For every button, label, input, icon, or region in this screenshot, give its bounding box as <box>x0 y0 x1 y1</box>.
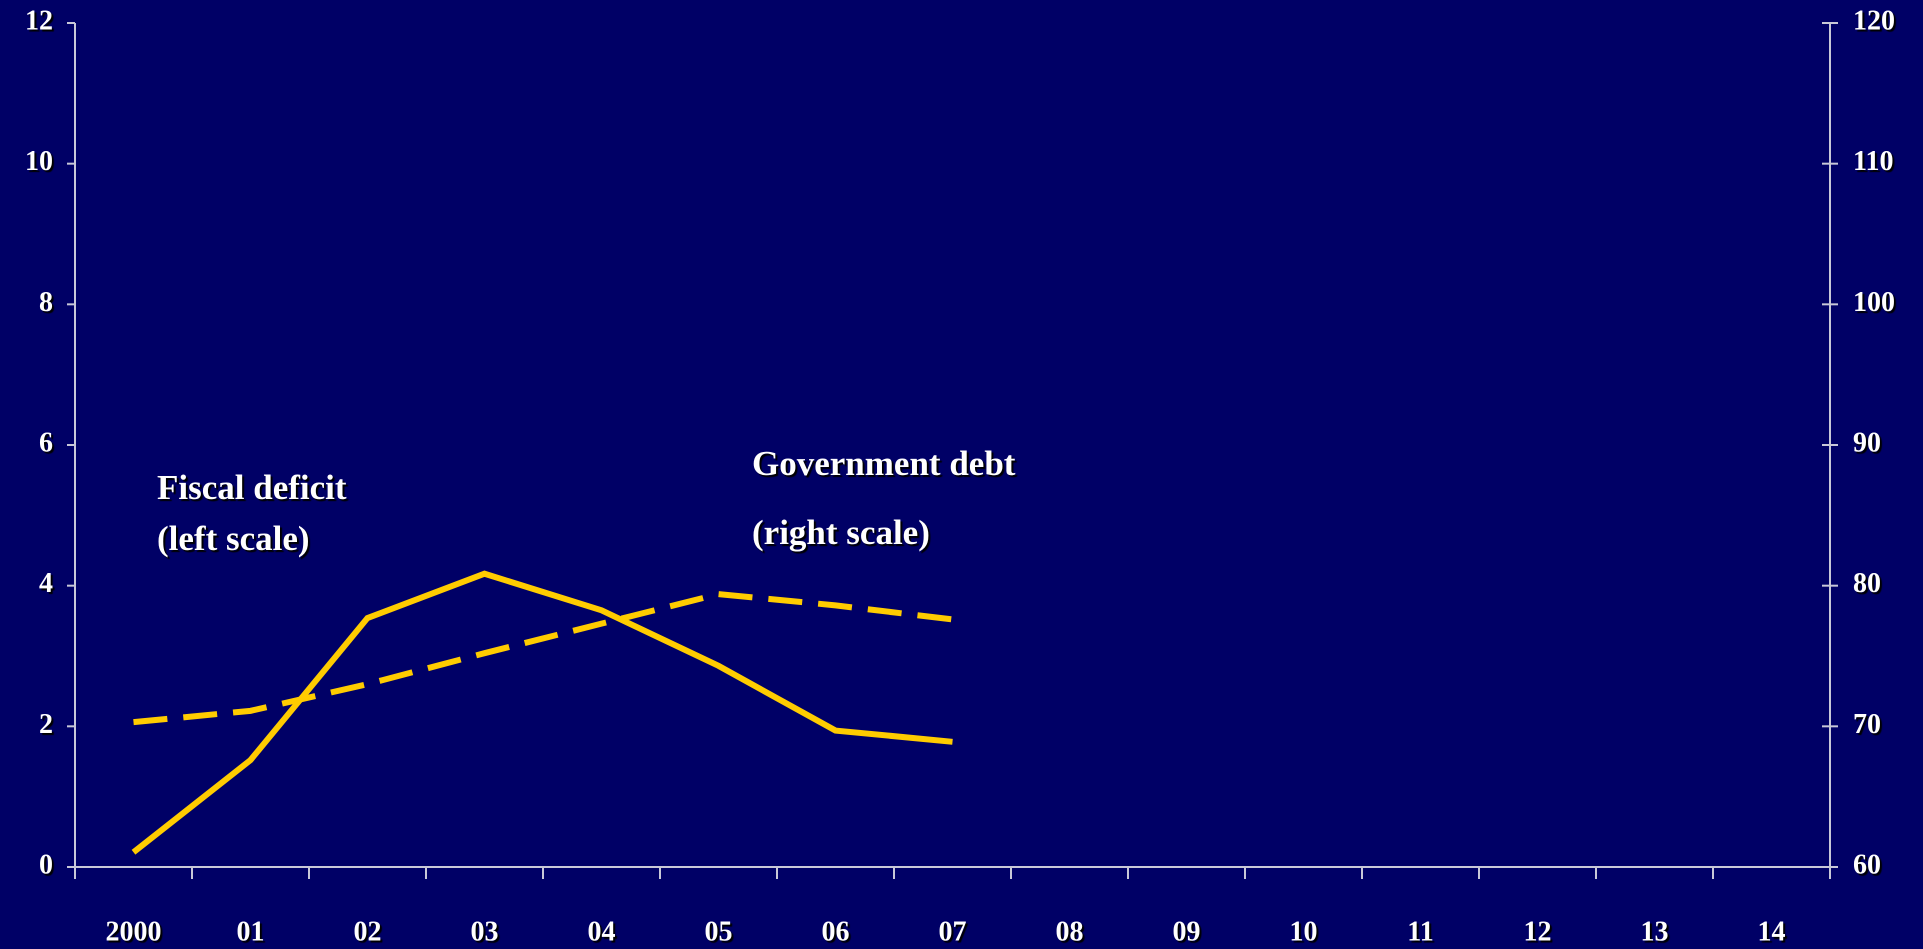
x-tick-label: 05 <box>705 916 733 947</box>
x-tick-label: 11 <box>1407 916 1433 947</box>
x-tick-label: 12 <box>1524 916 1552 947</box>
y-tick-label: 10 <box>25 146 53 177</box>
y2-tick-label: 60 <box>1853 849 1881 880</box>
y-tick-label: 8 <box>39 287 53 318</box>
x-tick-label: 07 <box>939 916 967 947</box>
x-tick-label: 14 <box>1758 916 1786 947</box>
x-tick-label: 06 <box>822 916 850 947</box>
y2-tick-label: 120 <box>1853 5 1895 36</box>
x-tick-label: 02 <box>354 916 382 947</box>
x-tick-label: 09 <box>1173 916 1201 947</box>
annotation: Fiscal deficit <box>157 468 347 507</box>
y-tick-label: 4 <box>39 568 53 599</box>
annotation: (right scale) <box>752 513 930 552</box>
series-line <box>133 591 953 726</box>
x-tick-label: 08 <box>1056 916 1084 947</box>
annotation: (left scale) <box>157 519 310 558</box>
x-tick-label: 2000 <box>106 916 162 947</box>
y2-tick-label: 100 <box>1853 287 1895 318</box>
y2-tick-label: 110 <box>1853 146 1893 177</box>
y-tick-label: 12 <box>25 5 53 36</box>
series-line <box>131 570 953 855</box>
x-tick-label: 10 <box>1290 916 1318 947</box>
x-tick-label: 04 <box>588 916 616 947</box>
y-tick-label: 6 <box>39 427 53 458</box>
x-tick-label: 01 <box>237 916 265 947</box>
x-tick-label: 13 <box>1641 916 1669 947</box>
x-tick-label: 03 <box>471 916 499 947</box>
y2-tick-label: 80 <box>1853 568 1881 599</box>
annotation: Government debt <box>752 444 1016 483</box>
y2-tick-label: 70 <box>1853 709 1881 740</box>
y-tick-label: 0 <box>39 849 53 880</box>
y2-tick-label: 90 <box>1853 427 1881 458</box>
y-tick-label: 2 <box>39 709 53 740</box>
